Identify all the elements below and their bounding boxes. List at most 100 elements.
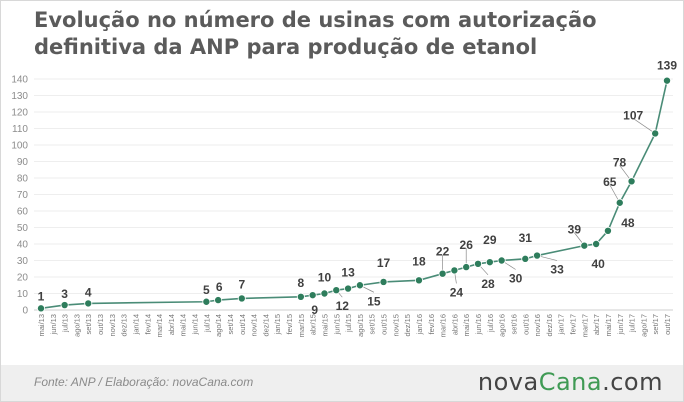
x-tick-label: jan/14 [131,314,140,335]
logo-part-nova: nova [477,368,539,396]
data-point [462,263,471,272]
x-tick-label: jul/13 [61,314,70,333]
y-axis-ticks: 0 10 20 30 40 50 60 70 80 90 100 110 120 130 140 [11,75,28,317]
x-tick-label: nov/14 [250,314,259,337]
x-tick-label: ago/13 [72,314,81,337]
x-tick-label: out/14 [238,314,247,335]
x-tick-label: jul/15 [344,314,353,333]
data-points [37,76,672,313]
y-tick-label: 110 [12,124,28,135]
brand-logo: novaCana.com [478,367,663,397]
data-point [414,276,423,285]
y-tick-label: 30 [17,256,29,267]
data-label: 65 [603,175,617,189]
data-label: 29 [483,233,497,247]
x-tick-label: dez/16 [545,314,554,337]
footer-bar: Fonte: ANP / Elaboração: novaCana.com no… [1,365,683,401]
x-tick-label: mar/15 [297,314,306,337]
data-point [603,226,612,235]
x-tick-label: jun/17 [616,314,625,335]
data-point [497,256,506,265]
data-label: 12 [336,299,350,313]
x-tick-label: fev/14 [143,314,152,334]
data-label: 28 [481,277,495,291]
x-tick-label: jul/16 [486,314,495,333]
data-point [592,239,601,248]
data-point [84,299,93,308]
data-point [663,76,672,85]
x-tick-label: out/16 [521,314,530,335]
y-tick-label: 20 [17,273,29,284]
x-tick-label: jan/17 [557,314,566,335]
y-tick-label: 90 [17,157,29,168]
x-tick-label: jan/15 [273,314,282,335]
data-label: 33 [550,263,564,277]
data-label: 30 [509,272,523,286]
x-tick-label: mar/16 [439,314,448,337]
chart-title: Evolução no número de usinas com autoriz… [34,8,597,59]
y-tick-label: 40 [17,240,29,251]
data-label: 5 [203,283,210,297]
data-point [485,258,494,267]
data-label: 6 [216,280,223,294]
x-tick-label: nov/15 [391,314,400,337]
x-tick-label: mar/14 [155,314,164,337]
x-tick-label: set/15 [368,314,377,334]
data-point [580,241,589,250]
x-tick-label: out/13 [96,314,105,335]
data-label: 3 [61,287,68,301]
data-label: 31 [519,231,533,245]
x-tick-label: abr/15 [309,314,318,335]
x-tick-label: jul/17 [628,314,637,333]
data-label: 4 [85,285,92,299]
x-tick-label: jun/13 [49,314,58,335]
x-tick-label: ago/17 [639,314,648,337]
data-label: 13 [341,266,355,280]
x-tick-label: fev/15 [285,314,294,334]
data-point [379,277,388,286]
data-point [237,294,246,303]
x-tick-label: nov/13 [108,314,117,337]
logo-part-cana: Cana [538,368,603,396]
y-tick-label: 50 [17,223,29,234]
data-label: 26 [460,238,474,252]
y-tick-label: 60 [17,207,29,218]
x-tick-label: set/13 [84,314,93,334]
data-point [296,292,305,301]
x-tick-label: ago/16 [498,314,507,337]
data-point [202,297,211,306]
data-point [332,286,341,295]
data-label: 107 [623,108,643,122]
x-tick-label: jun/15 [332,314,341,335]
data-label: 10 [318,271,332,285]
y-tick-label: 80 [17,174,29,185]
source-note: Fonte: ANP / Elaboração: novaCana.com [34,375,254,389]
x-tick-label: jul/14 [202,314,211,333]
data-point [308,291,317,300]
x-tick-label: fev/16 [427,314,436,334]
x-tick-label: abr/14 [167,314,176,335]
x-tick-label: nov/16 [533,314,542,337]
x-tick-label: jan/16 [415,314,424,335]
data-point [615,198,624,207]
data-point [627,177,636,186]
data-label: 17 [377,256,391,270]
x-tick-label: set/17 [651,314,660,334]
label-leader [632,118,656,134]
x-tick-label: dez/14 [261,314,270,337]
data-label: 1 [38,289,45,303]
data-point [474,259,483,268]
data-label: 39 [568,223,582,237]
x-tick-label: jun/14 [191,314,200,335]
data-point [438,269,447,278]
x-tick-label: abr/17 [592,314,601,335]
data-point [651,129,660,138]
x-tick-label: fev/17 [569,314,578,334]
data-label: 78 [613,155,627,169]
data-point [320,289,329,298]
x-tick-label: mai/17 [604,314,613,337]
data-label: 22 [436,245,450,259]
